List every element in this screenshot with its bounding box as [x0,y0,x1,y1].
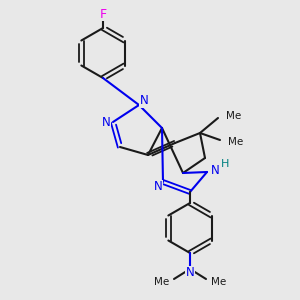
Text: Me: Me [228,137,243,147]
Text: N: N [186,266,194,280]
Text: Me: Me [226,111,241,121]
Text: N: N [140,94,148,107]
Text: N: N [211,164,219,176]
Text: Me: Me [211,277,226,287]
Text: N: N [102,116,110,128]
Text: Me: Me [154,277,169,287]
Text: N: N [154,181,162,194]
Text: H: H [221,159,229,169]
Text: F: F [99,8,106,20]
